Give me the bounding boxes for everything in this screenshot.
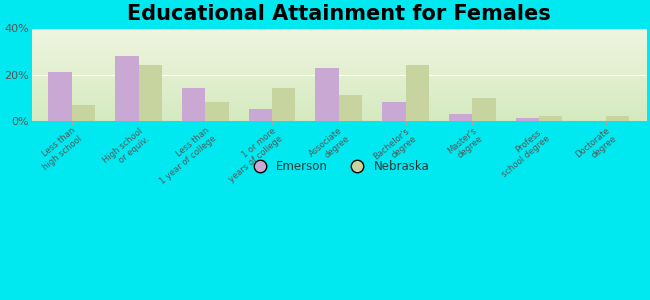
Bar (382, 102, 406, 121)
Title: Educational Attainment for Females: Educational Attainment for Females (127, 4, 551, 24)
Bar (539, 116, 562, 121)
Bar (48, 72, 72, 121)
Bar (315, 68, 339, 121)
Bar (249, 109, 272, 121)
Bar (339, 95, 362, 121)
Bar (449, 114, 473, 121)
Bar (515, 118, 539, 121)
Bar (272, 88, 295, 121)
Bar (205, 102, 229, 121)
Bar (182, 88, 205, 121)
Bar (406, 65, 429, 121)
Legend: Emerson, Nebraska: Emerson, Nebraska (243, 155, 434, 177)
Bar (473, 98, 496, 121)
Bar (138, 65, 162, 121)
Bar (72, 104, 95, 121)
Bar (115, 56, 138, 121)
Bar (606, 116, 629, 121)
